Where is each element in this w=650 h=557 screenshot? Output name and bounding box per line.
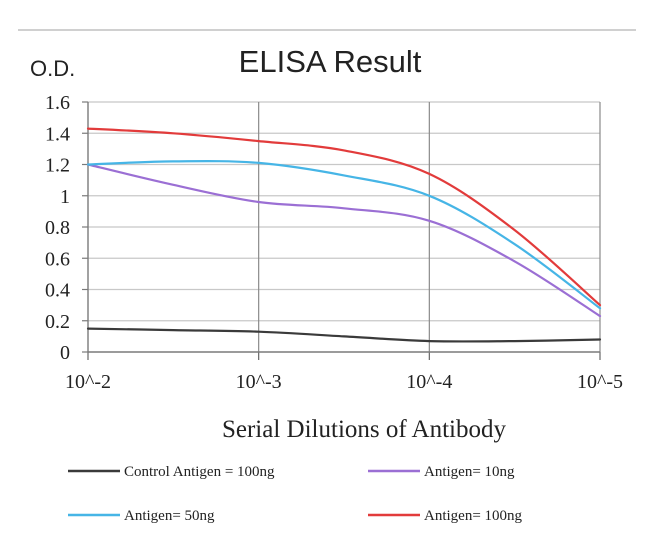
y-tick-label: 0.2 xyxy=(45,311,70,333)
legend-label: Antigen= 10ng xyxy=(424,464,515,480)
y-tick-label: 1.2 xyxy=(45,155,70,177)
y-tick-label: 0 xyxy=(60,342,70,364)
y-tick-label: 1.4 xyxy=(45,123,70,145)
series-antigen-100ng xyxy=(86,127,602,307)
y-tick-labels: 0 0.2 0.4 0.6 0.8 1 1.2 1.4 1.6 xyxy=(45,92,70,364)
x-axis-label: Serial Dilutions of Antibody xyxy=(222,416,507,443)
series-control-antigen-100ng xyxy=(86,327,602,343)
chart-title: ELISA Result xyxy=(239,44,422,79)
series-antigen-50ng xyxy=(86,160,602,310)
x-tick-labels: 10^-2 10^-3 10^-4 10^-5 xyxy=(65,371,623,393)
legend-item-antigen-100ng: Antigen= 100ng xyxy=(368,508,523,524)
legend-item-antigen-10ng: Antigen= 10ng xyxy=(368,464,515,480)
x-tick-label: 10^-5 xyxy=(577,371,623,393)
x-tick-label: 10^-2 xyxy=(65,371,111,393)
y-tick-label: 1.6 xyxy=(45,92,70,114)
grid xyxy=(87,101,601,360)
y-tick-label: 1 xyxy=(60,186,70,208)
series-lines xyxy=(86,127,602,343)
axes xyxy=(82,101,600,353)
x-tick-label: 10^-4 xyxy=(406,371,452,393)
y-axis-label: O.D. xyxy=(30,56,75,81)
y-tick-label: 0.6 xyxy=(45,248,70,270)
legend-item-control-antigen-100ng: Control Antigen = 100ng xyxy=(68,464,275,480)
series-antigen-10ng xyxy=(86,163,602,318)
legend-label: Control Antigen = 100ng xyxy=(124,464,275,480)
y-tick-label: 0.4 xyxy=(45,280,70,302)
x-tick-label: 10^-3 xyxy=(236,371,282,393)
legend: Control Antigen = 100ng Antigen= 10ng Anti… xyxy=(68,464,523,524)
legend-label: Antigen= 100ng xyxy=(424,508,523,524)
y-tick-label: 0.8 xyxy=(45,217,70,239)
legend-item-antigen-50ng: Antigen= 50ng xyxy=(68,508,215,524)
legend-label: Antigen= 50ng xyxy=(124,508,215,524)
